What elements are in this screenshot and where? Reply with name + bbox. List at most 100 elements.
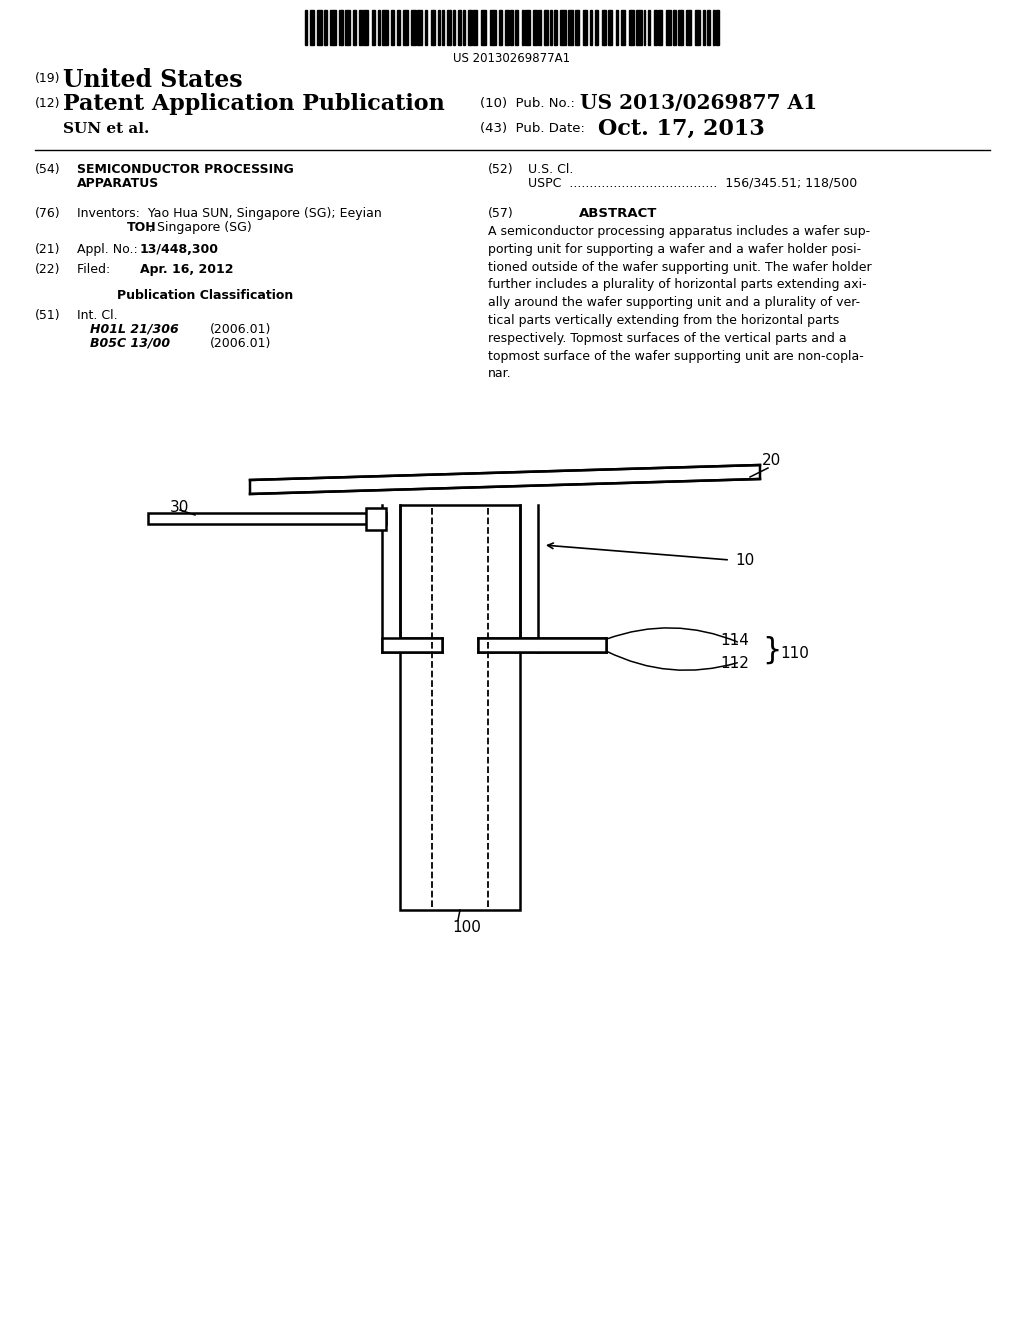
Bar [481,11,486,45]
Text: Patent Application Publication: Patent Application Publication [63,92,444,115]
Bar [148,513,386,524]
Bar [378,11,380,45]
Text: (22): (22) [35,263,60,276]
Bar [522,11,524,45]
Bar [364,11,369,45]
Text: TOH: TOH [127,220,157,234]
Text: U.S. Cl.: U.S. Cl. [528,162,573,176]
Bar [366,508,386,531]
Bar [666,11,672,45]
Bar [590,11,592,45]
Bar [538,11,541,45]
Bar [463,11,465,45]
Bar [417,11,422,45]
Bar [678,11,683,45]
Text: 20: 20 [762,453,781,469]
Text: 112: 112 [720,656,749,671]
Bar [431,11,435,45]
Bar [560,11,565,45]
Text: US 2013/0269877 A1: US 2013/0269877 A1 [580,92,817,114]
Bar [438,11,440,45]
Bar [441,11,443,45]
Text: 30: 30 [170,500,189,515]
Text: A semiconductor processing apparatus includes a wafer sup-
porting unit for supp: A semiconductor processing apparatus inc… [488,224,871,380]
Text: B05C 13/00: B05C 13/00 [90,337,170,350]
Bar [673,11,676,45]
Bar [403,11,409,45]
Text: (54): (54) [35,162,60,176]
Bar [608,11,612,45]
Bar [473,11,477,45]
Bar [340,11,343,45]
Bar [554,11,557,45]
Text: 10: 10 [735,553,755,568]
Text: 114: 114 [720,634,749,648]
Bar [602,11,606,45]
Text: US 20130269877A1: US 20130269877A1 [454,51,570,65]
Text: ABSTRACT: ABSTRACT [579,207,657,220]
Bar [713,11,715,45]
Bar [544,11,548,45]
Bar [411,11,416,45]
Text: 13/448,300: 13/448,300 [140,243,219,256]
Bar [324,11,327,45]
Bar [317,11,323,45]
Text: (10)  Pub. No.:: (10) Pub. No.: [480,96,574,110]
Bar [358,11,362,45]
Text: (2006.01): (2006.01) [210,337,271,350]
Text: (2006.01): (2006.01) [210,323,271,337]
Bar [510,11,513,45]
Bar [391,11,394,45]
Text: USPC  .....................................  156/345.51; 118/500: USPC ...................................… [528,177,857,190]
Text: APPARATUS: APPARATUS [77,177,160,190]
Bar [716,11,719,45]
Bar [458,11,461,45]
Text: Apr. 16, 2012: Apr. 16, 2012 [140,263,233,276]
Bar [695,11,699,45]
Text: , Singapore (SG): , Singapore (SG) [150,220,252,234]
Bar [568,11,573,45]
Bar [525,11,530,45]
Bar [534,11,537,45]
Text: SEMICONDUCTOR PROCESSING: SEMICONDUCTOR PROCESSING [77,162,294,176]
Bar [550,11,552,45]
Text: Filed:: Filed: [77,263,138,276]
Text: (76): (76) [35,207,60,220]
Bar [615,11,617,45]
Bar [654,11,657,45]
Text: (43)  Pub. Date:: (43) Pub. Date: [480,121,585,135]
Text: (12): (12) [35,96,60,110]
Bar [305,11,307,45]
Bar [686,11,691,45]
Bar [372,11,375,45]
Text: United States: United States [63,69,243,92]
Bar [500,11,502,45]
Bar [515,11,518,45]
Text: Int. Cl.: Int. Cl. [77,309,118,322]
Text: Appl. No.:: Appl. No.: [77,243,145,256]
Bar [595,11,598,45]
Text: Inventors:  Yao Hua SUN, Singapore (SG); Eeyian: Inventors: Yao Hua SUN, Singapore (SG); … [77,207,382,220]
Text: SUN et al.: SUN et al. [63,121,150,136]
Bar [505,11,509,45]
Bar [425,11,427,45]
Bar [574,11,580,45]
Text: }: } [762,636,781,665]
Text: Oct. 17, 2013: Oct. 17, 2013 [598,117,765,140]
Bar [658,11,663,45]
Bar [397,11,400,45]
Polygon shape [250,465,760,494]
Bar [490,11,496,45]
Text: (52): (52) [488,162,514,176]
Text: (21): (21) [35,243,60,256]
Bar [648,11,650,45]
Bar [629,11,634,45]
Text: (57): (57) [488,207,514,220]
Bar [382,11,388,45]
Bar [330,11,336,45]
Text: 100: 100 [452,920,481,935]
Bar [583,11,588,45]
Bar [707,11,710,45]
Bar [345,11,349,45]
Bar [636,11,642,45]
